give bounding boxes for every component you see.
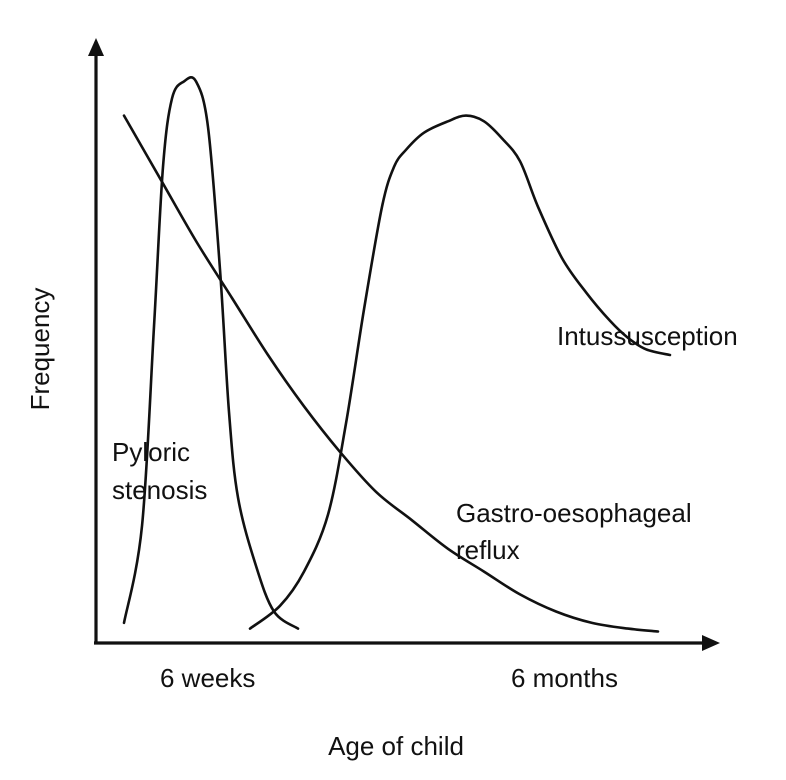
series-pyloric-stenosis-line xyxy=(122,76,300,630)
series-label-gerd-line2: reflux xyxy=(456,535,520,565)
series-label-pyloric-line2: stenosis xyxy=(112,475,207,505)
series-label-pyloric-line1: Pyloric xyxy=(112,437,190,467)
series-intussusception-line xyxy=(248,114,672,630)
x-axis-title: Age of child xyxy=(328,731,464,761)
series-label-intussusception: Intussusception xyxy=(557,321,738,351)
x-tick-label-6-weeks: 6 weeks xyxy=(160,663,255,693)
series-gastro-oesophageal-reflux-line xyxy=(122,114,660,633)
series-label-gerd-line1: Gastro-oesophageal xyxy=(456,498,692,528)
y-axis-arrow-icon xyxy=(88,38,104,56)
x-tick-label-6-months: 6 months xyxy=(511,663,618,693)
x-axis-arrow-icon xyxy=(702,635,720,651)
y-axis-title: Frequency xyxy=(25,288,55,411)
